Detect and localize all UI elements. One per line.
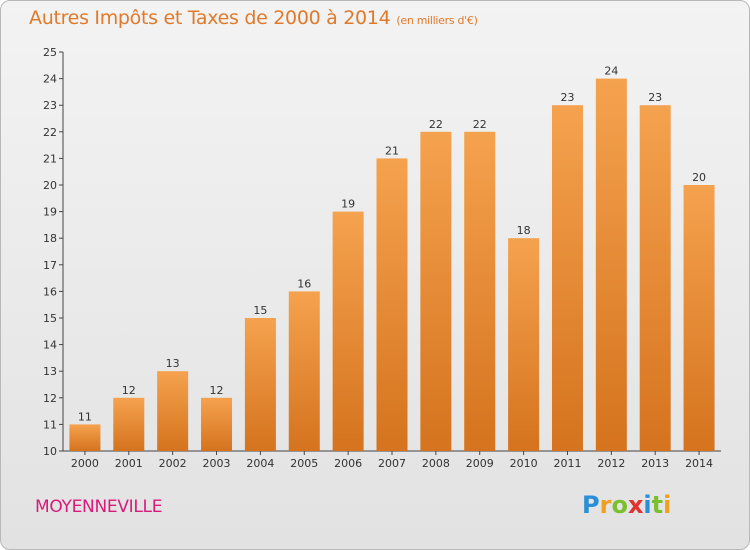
- bars: 11 12 13 12 15 16 19 21 22 22 18 23 24 23 20: [69, 65, 715, 452]
- y-tick-label: 13: [43, 365, 57, 378]
- bar-value-label: 13: [166, 357, 180, 370]
- bar-value-label: 19: [341, 198, 355, 211]
- bar: [508, 238, 540, 451]
- bar: [332, 211, 364, 451]
- x-tick-label: 2014: [685, 457, 713, 470]
- title-unit: (en milliers d'€): [396, 14, 478, 27]
- bar: [157, 371, 189, 451]
- bar: [244, 318, 276, 451]
- bar: [464, 131, 496, 452]
- bar-value-label: 15: [253, 304, 267, 317]
- x-tick-label: 2009: [466, 457, 494, 470]
- y-tick-label: 15: [43, 312, 57, 325]
- bar: [639, 105, 671, 451]
- bar-value-label: 11: [78, 410, 92, 423]
- bar-value-label: 21: [385, 144, 399, 157]
- x-tick-label: 2012: [597, 457, 625, 470]
- x-tick-label: 2004: [246, 457, 274, 470]
- logo-letter: t: [651, 491, 664, 519]
- y-tick-label: 25: [43, 46, 57, 59]
- y-tick-label: 21: [43, 152, 57, 165]
- bar: [201, 397, 233, 451]
- logo-letter: r: [599, 491, 612, 519]
- bar-value-label: 18: [517, 224, 531, 237]
- bar: [288, 291, 320, 451]
- x-tick-label: 2002: [159, 457, 187, 470]
- logo-letter: i: [663, 491, 672, 519]
- bar: [376, 158, 408, 451]
- x-tick-label: 2000: [71, 457, 99, 470]
- y-tick-label: 19: [43, 206, 57, 219]
- bar: [683, 185, 715, 451]
- chart-title: Autres Impôts et Taxes de 2000 à 2014 (en…: [29, 7, 478, 29]
- logo-letter: o: [611, 491, 628, 519]
- x-tick-label: 2011: [553, 457, 581, 470]
- y-tick-label: 12: [43, 392, 57, 405]
- y-tick-label: 18: [43, 232, 57, 245]
- y-tick-label: 17: [43, 259, 57, 272]
- city-name: MOYENNEVILLE: [35, 497, 163, 517]
- bar: [551, 105, 583, 451]
- y-tick-label: 10: [43, 445, 57, 458]
- bar-value-label: 20: [692, 171, 706, 184]
- x-tick-label: 2007: [378, 457, 406, 470]
- y-tick-label: 16: [43, 285, 57, 298]
- y-tick-label: 23: [43, 99, 57, 112]
- x-tick-label: 2005: [290, 457, 318, 470]
- y-tick-label: 14: [43, 339, 57, 352]
- bar-value-label: 12: [210, 384, 224, 397]
- y-tick-label: 20: [43, 179, 57, 192]
- x-tick-label: 2010: [510, 457, 538, 470]
- bar-value-label: 16: [297, 277, 311, 290]
- bar-value-label: 23: [560, 91, 574, 104]
- y-tick-label: 22: [43, 126, 57, 139]
- y-tick-label: 11: [43, 418, 57, 431]
- bar: [595, 78, 627, 451]
- bar-value-label: 22: [429, 118, 443, 131]
- bar-value-label: 22: [473, 118, 487, 131]
- logo-letter: i: [643, 491, 652, 519]
- bar: [420, 131, 452, 452]
- title-text: Autres Impôts et Taxes de 2000 à 2014: [29, 7, 391, 29]
- proxiti-logo: Proxiti: [582, 491, 671, 519]
- x-tick-label: 2001: [115, 457, 143, 470]
- x-tick-label: 2006: [334, 457, 362, 470]
- x-tick-label: 2008: [422, 457, 450, 470]
- logo-letter: P: [582, 491, 600, 519]
- y-tick-label: 24: [43, 73, 57, 86]
- bar-value-label: 12: [122, 384, 136, 397]
- logo-letter: x: [627, 491, 644, 519]
- bar: [69, 424, 101, 451]
- x-tick-label: 2003: [203, 457, 231, 470]
- bar-value-label: 24: [604, 65, 618, 78]
- bar: [113, 397, 145, 451]
- x-tick-label: 2013: [641, 457, 669, 470]
- bar-value-label: 23: [648, 91, 662, 104]
